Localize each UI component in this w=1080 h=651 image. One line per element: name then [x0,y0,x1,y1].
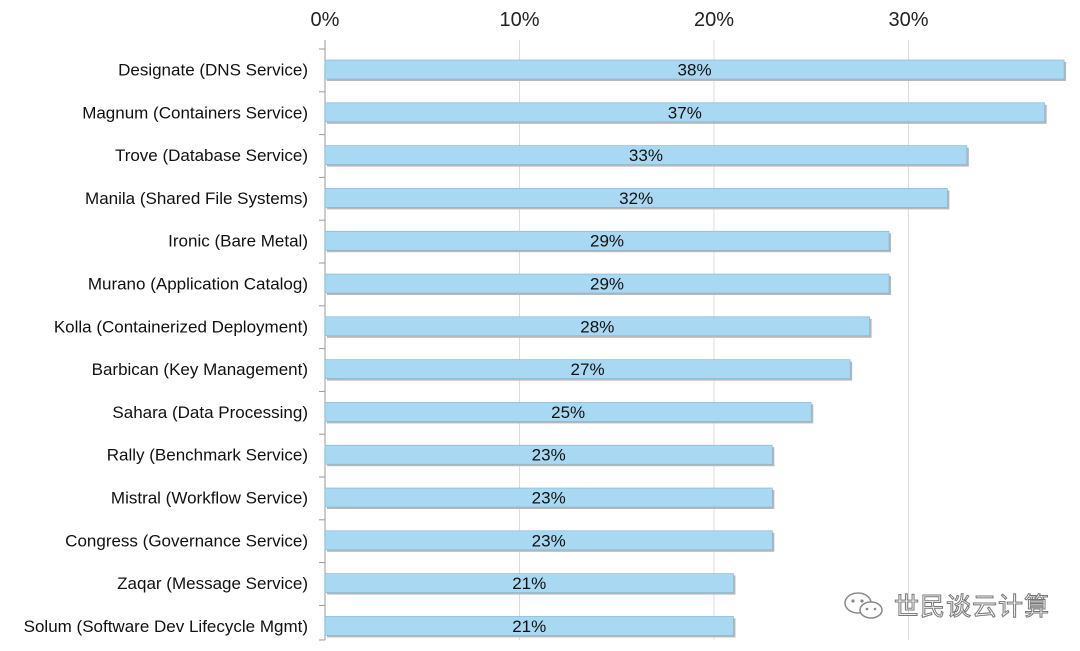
category-label: Trove (Database Service) [115,146,308,165]
watermark-text: 世民谈云计算 [893,592,1050,622]
x-tick-label: 10% [499,9,539,31]
category-label: Magnum (Containers Service) [82,103,308,122]
x-tick-label: 30% [888,9,928,31]
category-label: Murano (Application Catalog) [88,275,308,294]
x-tick-label: 0% [311,9,340,31]
value-label: 29% [590,275,624,294]
x-tick-label: 20% [694,9,734,31]
value-label: 27% [571,360,605,379]
category-label: Barbican (Key Management) [92,360,308,379]
category-label: Congress (Governance Service) [65,531,308,550]
category-label: Designate (DNS Service) [118,61,308,80]
value-label: 23% [532,531,566,550]
value-label: 38% [678,61,712,80]
category-label: Rally (Benchmark Service) [107,446,308,465]
watermark: 世民谈云计算 [842,587,1050,623]
category-label: Sahara (Data Processing) [112,403,308,422]
bar [324,59,1065,80]
bar [324,573,734,593]
bar [324,487,773,508]
wechat-icon [844,592,883,619]
value-label: 23% [532,489,566,508]
bar [324,145,968,165]
bar [324,316,870,337]
value-label: 29% [590,232,624,251]
value-label: 37% [668,103,702,122]
category-label: Ironic (Bare Metal) [168,232,308,251]
bar [324,273,890,294]
bar [324,359,851,379]
category-label: Manila (Shared File Systems) [85,189,308,208]
value-label: 21% [512,617,546,636]
value-label: 33% [629,146,663,165]
value-label: 21% [512,574,546,593]
category-label: Solum (Software Dev Lifecycle Mgmt) [24,617,308,636]
value-label: 32% [619,189,653,208]
bar [324,230,890,251]
value-label: 25% [551,403,585,422]
value-label: 23% [532,446,566,465]
bar [324,616,734,636]
bar [324,102,1045,123]
bar [324,530,773,551]
category-label: Mistral (Workflow Service) [111,489,308,508]
category-label: Zaqar (Message Service) [117,574,308,593]
category-label: Kolla (Containerized Deployment) [54,317,308,336]
bar [324,402,812,422]
bar [324,188,948,208]
bar [324,444,773,465]
value-label: 28% [580,317,614,336]
